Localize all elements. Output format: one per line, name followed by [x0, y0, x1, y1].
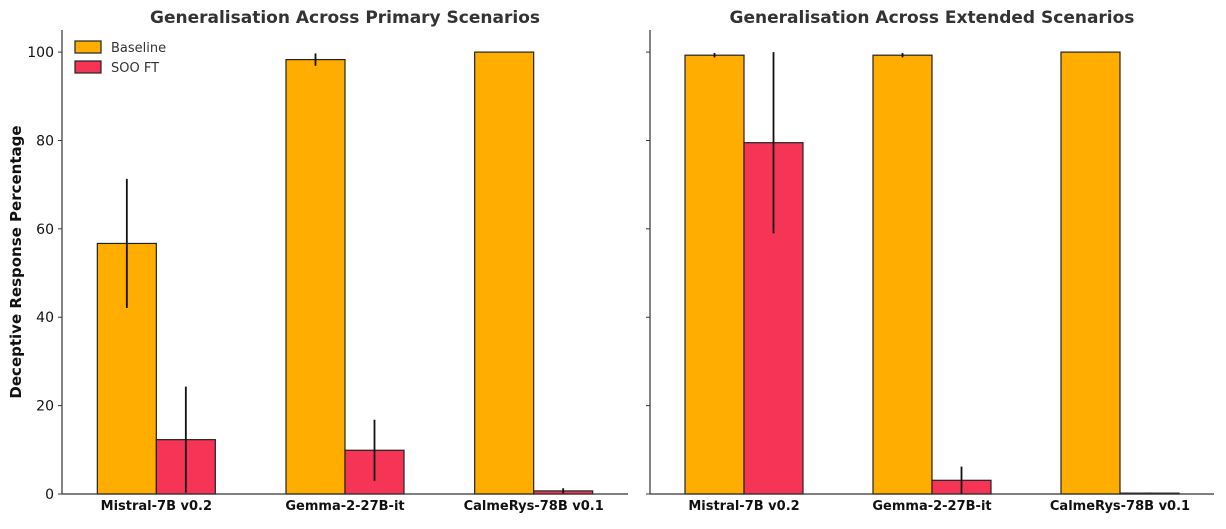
y-tick-label: 40 [36, 310, 54, 326]
x-tick-label: Mistral-7B v0.2 [688, 499, 799, 514]
bar-baseline-3 [474, 51, 535, 495]
x-tick-label: Gemma-2-27B-it [285, 499, 404, 514]
y-tick-label: 0 [45, 487, 54, 503]
y-tick-label: 20 [36, 399, 54, 415]
x-tick-label: Mistral-7B v0.2 [101, 499, 212, 514]
x-tick-label: Gemma-2-27B-it [872, 499, 991, 514]
x-tick-label: CalmeRys-78B v0.1 [1050, 499, 1190, 514]
legend-label: SOO FT [111, 61, 159, 76]
y-axis-label: Deceptive Response Percentage [7, 125, 25, 398]
bar-baseline-2 [285, 59, 346, 495]
chart-panel-2: Generalisation Across Extended Scenarios… [646, 8, 1214, 514]
chart-title: Generalisation Across Primary Scenarios [150, 8, 540, 28]
chart-title: Generalisation Across Extended Scenarios [730, 8, 1135, 28]
legend-swatch-soo-ft [74, 60, 102, 74]
y-tick-label: 100 [27, 45, 54, 61]
legend: Baseline SOO FT [74, 40, 166, 76]
bar-baseline-2 [872, 54, 933, 495]
legend-swatch-baseline [74, 40, 102, 54]
chart-panel-1: Generalisation Across Primary Scenarios D… [7, 8, 628, 514]
bar-baseline-3 [1060, 51, 1121, 495]
y-tick-label: 60 [36, 222, 54, 238]
y-tick-label: 80 [36, 133, 54, 149]
x-tick-label: CalmeRys-78B v0.1 [464, 499, 604, 514]
bar-baseline-1 [684, 54, 745, 495]
legend-label: Baseline [111, 41, 166, 56]
